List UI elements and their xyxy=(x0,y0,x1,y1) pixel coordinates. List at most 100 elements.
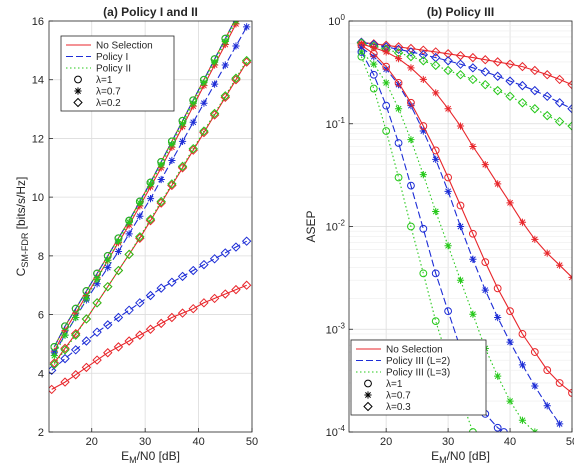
data-point xyxy=(146,180,155,188)
data-point xyxy=(456,201,465,210)
legend-marker xyxy=(363,401,373,412)
data-point xyxy=(499,428,508,432)
data-point xyxy=(394,81,403,89)
x-tick-label: 50 xyxy=(246,436,258,448)
data-point xyxy=(136,212,144,220)
data-point xyxy=(113,312,124,323)
data-point xyxy=(231,73,241,83)
data-point xyxy=(357,48,366,56)
data-point xyxy=(469,255,477,263)
data-point xyxy=(543,402,551,410)
data-point xyxy=(157,161,165,169)
legend-marker xyxy=(364,379,372,388)
data-point xyxy=(221,37,229,46)
data-point xyxy=(220,289,230,299)
data-point xyxy=(156,196,166,207)
data-point xyxy=(156,318,166,329)
data-point xyxy=(178,137,187,145)
series-line xyxy=(361,41,572,86)
data-point xyxy=(382,48,390,56)
data-point xyxy=(241,280,252,290)
data-point xyxy=(505,91,515,102)
data-point xyxy=(480,55,490,65)
y-axis-label: CSM-FDR [bits/s/Hz] xyxy=(14,177,30,277)
data-point xyxy=(468,52,478,63)
y-tick-label: 14 xyxy=(32,75,44,87)
data-point xyxy=(506,199,514,207)
legend-label: Policy I xyxy=(96,52,128,63)
data-point xyxy=(357,40,365,48)
data-point xyxy=(200,79,208,87)
data-point xyxy=(81,314,92,324)
data-point xyxy=(542,91,552,102)
x-tick-label: 20 xyxy=(86,436,98,448)
data-point xyxy=(444,105,452,113)
data-point xyxy=(82,294,90,303)
data-point xyxy=(455,70,466,80)
data-point xyxy=(480,67,490,77)
data-point xyxy=(394,139,403,147)
data-point xyxy=(517,80,528,91)
data-point xyxy=(93,275,101,283)
data-point xyxy=(145,214,156,224)
data-point xyxy=(382,101,391,110)
data-point xyxy=(518,218,527,226)
data-point xyxy=(49,358,60,368)
data-point xyxy=(443,49,453,59)
data-layer xyxy=(49,0,252,395)
data-point xyxy=(199,298,209,308)
data-point xyxy=(369,49,378,58)
legend-box xyxy=(60,35,175,112)
data-point xyxy=(243,0,250,1)
data-point xyxy=(543,366,552,375)
data-point xyxy=(407,102,415,110)
data-point xyxy=(145,324,156,334)
data-point xyxy=(189,99,197,107)
data-point xyxy=(369,84,378,93)
data-point xyxy=(211,58,219,66)
data-point xyxy=(113,265,124,276)
data-point xyxy=(167,179,177,189)
data-point xyxy=(531,235,539,243)
data-point xyxy=(394,55,403,63)
data-point xyxy=(505,59,515,69)
data-point xyxy=(530,104,540,114)
data-point xyxy=(71,304,80,313)
legend-label: λ=0.7 xyxy=(96,87,121,98)
data-point xyxy=(468,428,477,432)
data-point xyxy=(567,79,572,90)
data-point xyxy=(177,308,188,318)
data-point xyxy=(369,70,378,79)
data-point xyxy=(431,146,440,155)
data-point xyxy=(177,161,188,172)
data-point xyxy=(221,61,229,69)
data-point xyxy=(220,91,230,101)
data-point xyxy=(243,0,250,4)
data-point xyxy=(431,269,440,278)
data-point xyxy=(407,181,415,190)
data-point xyxy=(60,343,70,354)
legend-label: Policy II xyxy=(96,64,131,75)
data-point xyxy=(211,80,219,88)
data-point xyxy=(554,98,565,108)
data-point xyxy=(393,42,404,52)
data-point xyxy=(419,269,428,278)
data-point xyxy=(357,52,366,61)
data-point xyxy=(241,57,252,67)
data-point xyxy=(406,47,416,57)
series-line xyxy=(51,284,247,390)
data-point xyxy=(103,281,113,292)
data-point xyxy=(61,327,69,335)
data-point xyxy=(71,328,81,339)
data-point xyxy=(199,127,209,138)
data-point xyxy=(468,229,477,238)
data-point xyxy=(394,173,403,182)
data-point xyxy=(494,313,502,322)
y-tick-label: 10-2 xyxy=(326,219,346,234)
y-tick-label: 10-1 xyxy=(326,116,346,131)
data-point xyxy=(394,105,403,113)
legend-label: λ=0.2 xyxy=(96,98,121,109)
data-point xyxy=(200,99,208,107)
data-point xyxy=(71,370,81,380)
data-point xyxy=(104,264,112,272)
